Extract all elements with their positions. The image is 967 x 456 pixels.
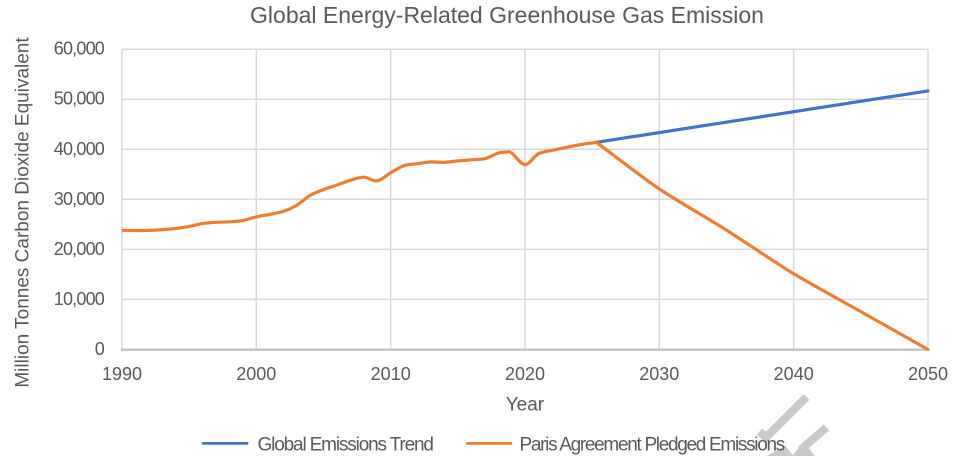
svg-text:Million Tonnes Carbon Dioxide: Million Tonnes Carbon Dioxide Equivalent [13, 37, 34, 388]
svg-text:2000: 2000 [236, 364, 276, 384]
svg-text:2050: 2050 [908, 364, 948, 384]
svg-text:20,000: 20,000 [54, 239, 105, 259]
svg-text:2030: 2030 [639, 364, 679, 384]
svg-text:40,000: 40,000 [54, 139, 105, 159]
svg-text:2040: 2040 [774, 364, 814, 384]
svg-text:10,000: 10,000 [54, 289, 105, 309]
svg-text:30,000: 30,000 [54, 189, 105, 209]
svg-text:2010: 2010 [371, 364, 411, 384]
svg-text:1990: 1990 [102, 364, 142, 384]
svg-text:Paris Agreement Pledged Emissi: Paris Agreement Pledged Emissions [520, 434, 785, 455]
svg-text:60,000: 60,000 [54, 39, 105, 59]
svg-text:2020: 2020 [505, 364, 545, 384]
svg-text:Global Energy-Related Greenhou: Global Energy-Related Greenhouse Gas Emi… [250, 2, 764, 28]
svg-text:0: 0 [95, 339, 105, 359]
svg-text:Global Emissions Trend: Global Emissions Trend [258, 434, 434, 455]
svg-text:50,000: 50,000 [54, 89, 105, 109]
svg-text:Year: Year [506, 395, 545, 416]
